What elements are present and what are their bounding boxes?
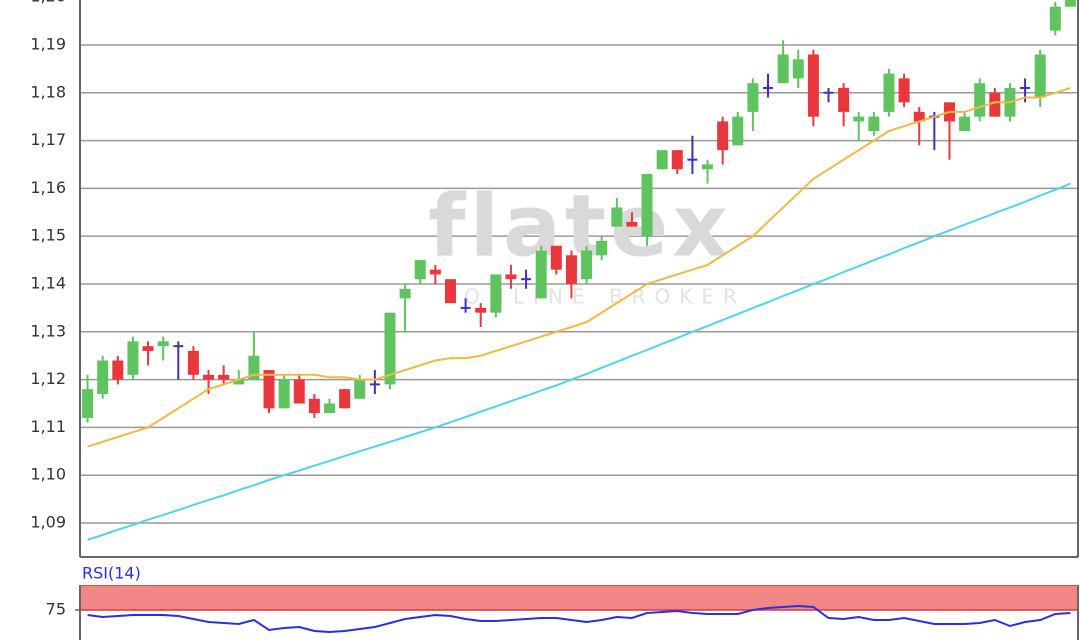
candle-body [596, 240, 608, 256]
candle-body [142, 346, 154, 351]
candle-body [898, 78, 910, 103]
candle-body [1034, 54, 1046, 98]
y-tick-label: 1,19 [30, 34, 66, 53]
candle-body [157, 341, 169, 347]
candle-body [1049, 6, 1061, 31]
candle-body [384, 312, 396, 385]
candle-body [505, 274, 517, 280]
main-marks [82, 0, 1076, 541]
candle-body [656, 150, 668, 170]
candle-body [324, 403, 335, 414]
rsi-panel [80, 585, 1078, 634]
candle-body [187, 350, 199, 375]
candle-body [671, 150, 683, 170]
y-tick-label: 1,13 [30, 321, 66, 340]
moving-average [87, 87, 1071, 448]
candle-body [475, 307, 487, 313]
candle-body [989, 92, 1001, 117]
watermark-brand: flatex [428, 176, 732, 276]
candle-body [913, 111, 925, 122]
candle-body [565, 255, 577, 284]
moving-average [87, 182, 1071, 541]
candle-body [807, 54, 819, 117]
candle-body [777, 54, 789, 84]
candle-body [82, 389, 94, 418]
y-tick-label: 1,20 [30, 0, 66, 6]
candle-body [702, 164, 714, 170]
candle-body [127, 341, 139, 375]
candle-body [959, 116, 971, 132]
overbought-band [80, 585, 1078, 611]
y-tick-label: 1,15 [30, 226, 66, 245]
candle-body [838, 87, 850, 112]
watermark-tagline: ONLINE BROKER [464, 285, 746, 309]
candle-body [732, 116, 744, 146]
candle-body [535, 250, 547, 299]
y-tick-label: 1,12 [30, 369, 66, 388]
candle-body [354, 379, 366, 399]
rsi-line [87, 604, 1071, 634]
y-tick-label: 1,09 [30, 513, 66, 532]
candle-body [792, 59, 804, 79]
candle-body [626, 221, 638, 227]
candle-body [868, 116, 880, 132]
candle-body [490, 274, 502, 313]
y-tick-label: 1,11 [30, 417, 66, 436]
y-tick-label: 1,14 [30, 273, 66, 292]
candle-body [883, 73, 895, 112]
candle-body [414, 260, 426, 280]
candle-body [429, 269, 441, 275]
candle-body [278, 379, 290, 409]
candle-body [974, 83, 986, 117]
candle-body [444, 279, 456, 304]
rsi-title: RSI(14) [82, 564, 141, 583]
rsi-tick-label: 75 [46, 600, 66, 619]
y-tick-label: 1,10 [30, 465, 66, 484]
candle-body [611, 207, 623, 227]
candle-body [550, 245, 562, 270]
candle-body [399, 288, 411, 299]
candle-body [581, 250, 593, 280]
candle-body [263, 370, 275, 409]
candle-body [853, 116, 865, 122]
candle-body [97, 360, 109, 394]
main-panel [80, 44, 1078, 524]
candle-body [248, 355, 260, 380]
candle-body [339, 389, 351, 409]
candle-body [233, 379, 245, 385]
y-tick-label: 1,17 [30, 130, 66, 149]
candle-body [641, 174, 653, 237]
candle-body [293, 379, 305, 404]
y-tick-label: 1,18 [30, 82, 66, 101]
candle-body [1064, 0, 1076, 7]
candle-body [308, 398, 320, 414]
candle-body [112, 360, 124, 380]
candle-body [717, 121, 729, 151]
candle-body [218, 374, 230, 380]
candle-body [747, 83, 759, 112]
candle-body [203, 374, 215, 380]
y-tick-label: 1,16 [30, 178, 66, 197]
